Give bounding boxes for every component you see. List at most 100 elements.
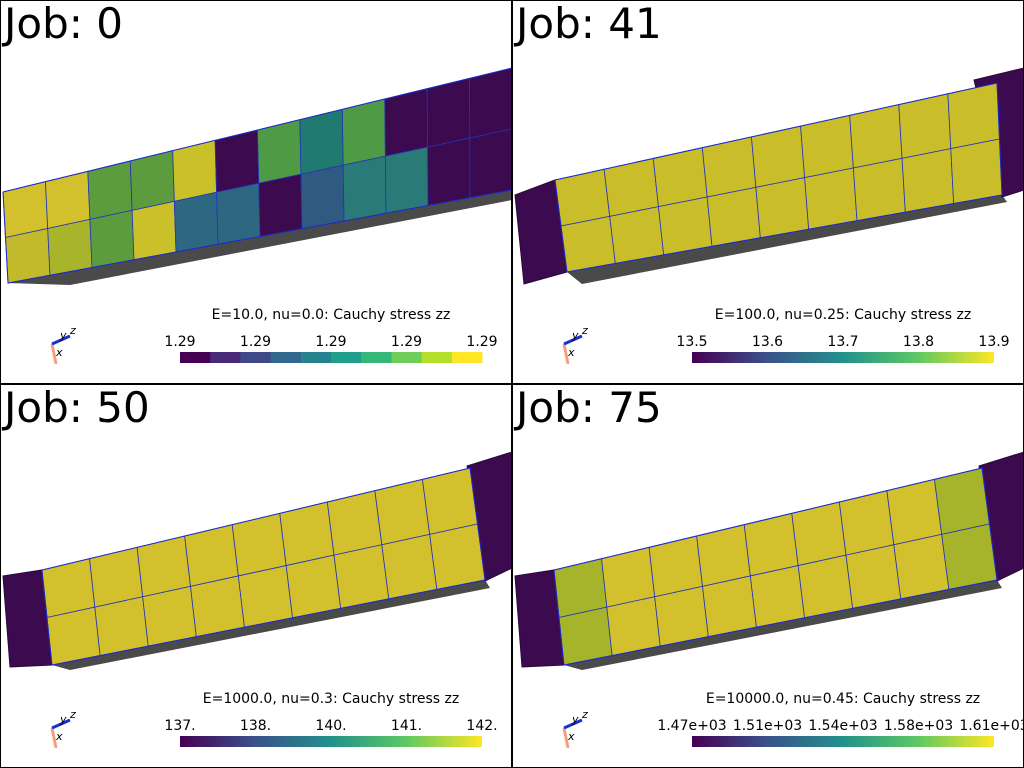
beam-underside — [52, 580, 490, 670]
beam-underside — [564, 580, 1002, 670]
axis-x — [562, 727, 570, 749]
mesh-cell — [941, 523, 998, 590]
axis-z — [563, 718, 583, 730]
mesh-cell — [47, 218, 93, 276]
scalar-bar-band — [210, 352, 241, 363]
scalar-bar-title: E=10000.0, nu=0.45: Cauchy stress zz — [706, 691, 980, 707]
mesh-cell — [898, 93, 952, 159]
mesh-cell — [429, 523, 486, 590]
scalar-bar-band — [391, 352, 422, 363]
scalar-bar-band — [180, 352, 211, 363]
scalar-bar-band — [240, 352, 271, 363]
scalar-bar-tick: 13.8 — [903, 334, 934, 350]
scalar-bar-tick: 13.7 — [827, 334, 858, 350]
scalar-bar-tick: 1.61e+03 — [959, 718, 1024, 734]
mesh-cell — [558, 606, 613, 666]
scalar-bar — [180, 736, 482, 747]
scalar-bar-band — [270, 352, 302, 363]
viewport: Job: 50 E=1000.0, nu=0.3: Cauchy stress z… — [0, 383, 513, 768]
axis-label-z: z — [581, 324, 588, 337]
mesh-cell — [216, 182, 261, 245]
mesh-cell — [257, 119, 302, 184]
mesh-cell — [560, 215, 616, 273]
axis-x — [50, 343, 58, 365]
scalar-bar-tick: 1.51e+03 — [733, 718, 802, 734]
scalar-bar-tick: 142. — [466, 718, 497, 734]
beam-underside — [567, 195, 1007, 284]
scalar-bar-tick: 1.29 — [240, 334, 271, 350]
mesh-outline — [553, 467, 998, 666]
mesh-outline — [554, 82, 1003, 273]
scalar-bar-title: E=1000.0, nu=0.3: Cauchy stress zz — [203, 691, 459, 707]
mesh-cell — [173, 191, 219, 253]
mesh-cell — [469, 128, 513, 199]
axis-label-y: y — [59, 329, 67, 342]
mesh-cell — [706, 186, 761, 247]
mesh-cell — [258, 173, 303, 237]
mesh-cell — [797, 554, 854, 619]
mesh-cell — [947, 82, 1000, 150]
scalar-bar-tick: 141. — [391, 718, 422, 734]
viewport: Job: 0 E=10.0, nu=0.0: Cauchy stress zz 1.… — [0, 0, 513, 384]
viewport: Job: 75 E=10000.0, nu=0.45: Cauchy stress… — [512, 383, 1024, 768]
axis-label-y: y — [59, 713, 67, 726]
mesh-cell — [950, 138, 1003, 205]
axis-label-z: z — [69, 324, 76, 337]
mesh-cell — [381, 533, 438, 600]
scalar-bar-title: E=100.0, nu=0.25: Cauchy stress zz — [715, 307, 971, 323]
scalar-bar — [692, 352, 994, 363]
mesh-cell — [131, 200, 177, 261]
mesh-cell — [934, 467, 990, 535]
scalar-bar-band — [331, 352, 362, 363]
mesh-cell — [658, 196, 713, 256]
mesh-cell — [237, 565, 293, 628]
scalar-bar — [692, 736, 994, 747]
scalar-bar-tick: 137. — [164, 718, 195, 734]
mesh-cell — [190, 575, 245, 638]
mesh-cell — [384, 146, 429, 214]
job-title: Job: 75 — [513, 383, 662, 432]
axis-label-y: y — [571, 329, 579, 342]
scalar-bar-band — [300, 352, 332, 363]
scalar-bar-band — [421, 352, 453, 363]
axis-x — [50, 727, 58, 749]
mesh-cell — [901, 148, 955, 213]
mesh-cell — [214, 129, 260, 193]
mesh-cell — [384, 88, 428, 157]
viewport: Job: 41 E=100.0, nu=0.25: Cauchy stress z… — [512, 0, 1024, 384]
mesh-cell — [427, 137, 471, 206]
scalar-bar-band — [361, 352, 392, 363]
axis-label-y: y — [571, 713, 579, 726]
mesh-cell — [804, 167, 858, 230]
axis-z — [563, 334, 583, 346]
axis-label-x: x — [55, 730, 63, 743]
mesh-cell — [426, 77, 471, 148]
mesh-cell — [341, 98, 386, 166]
axis-label-x: x — [55, 346, 63, 359]
scalar-bar-title: E=10.0, nu=0.0: Cauchy stress zz — [212, 307, 451, 323]
mesh-cell — [755, 177, 810, 239]
job-title: Job: 50 — [1, 383, 150, 432]
scalar-bar-tick: 1.29 — [466, 334, 497, 350]
scalar-bar-tick: 1.58e+03 — [884, 718, 953, 734]
mesh-cell — [893, 533, 950, 600]
mesh-cell — [845, 544, 902, 609]
mesh-cell — [852, 157, 906, 222]
scalar-bar-tick: 1.29 — [391, 334, 422, 350]
mesh-cell — [702, 575, 757, 638]
mesh-cell — [333, 544, 390, 609]
axis-label-x: x — [567, 346, 575, 359]
scalar-bar-band — [451, 352, 483, 363]
axis-label-z: z — [69, 708, 76, 721]
scalar-bar-tick: 140. — [315, 718, 346, 734]
mesh-cell — [469, 67, 513, 139]
mesh-cell — [654, 585, 709, 647]
mesh-cell — [5, 227, 51, 284]
axis-label-x: x — [567, 730, 575, 743]
scalar-bar-tick: 13.5 — [676, 334, 707, 350]
mesh-cell — [609, 206, 665, 264]
mesh-cell — [285, 554, 342, 619]
axis-label-z: z — [581, 708, 588, 721]
